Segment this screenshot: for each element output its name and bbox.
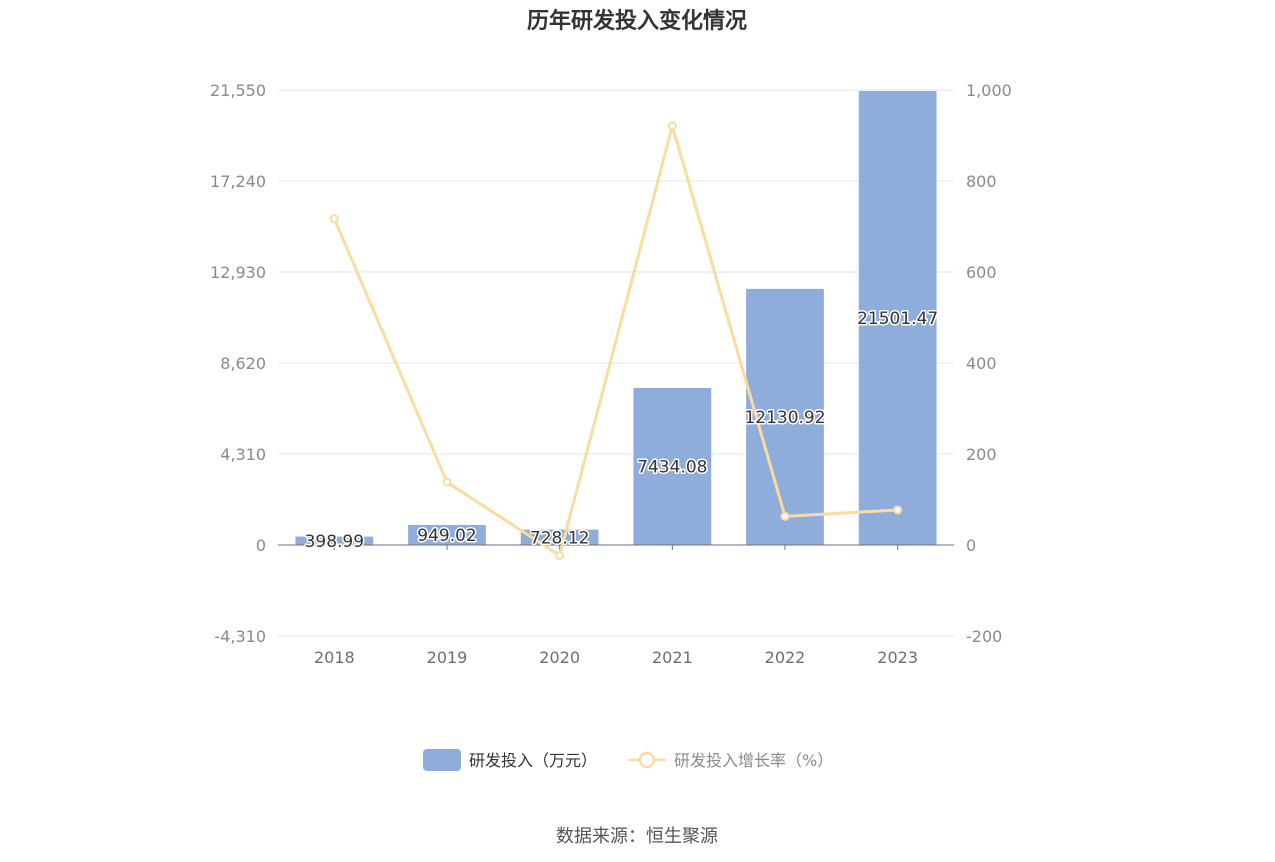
bar-series: [295, 91, 937, 545]
growth-point[interactable]: [780, 511, 790, 521]
growth-line: [332, 124, 898, 557]
growth-point[interactable]: [667, 121, 677, 131]
x-tick-label: 2019: [427, 648, 468, 667]
right-tick-label: 0: [966, 536, 976, 555]
right-tick-label: 200: [966, 445, 997, 464]
right-tick-label: 600: [966, 263, 997, 282]
x-tick-label: 2023: [877, 648, 918, 667]
right-axis-ticks: 1,000 800 600 400 200 0 -200: [966, 81, 1012, 646]
bar[interactable]: [633, 388, 712, 545]
right-tick-label: 800: [966, 172, 997, 191]
legend-line-marker: [638, 751, 656, 769]
x-tick-label: 2020: [539, 648, 580, 667]
x-axis: [278, 544, 954, 550]
left-tick-label: 0: [256, 536, 266, 555]
growth-point[interactable]: [442, 477, 452, 487]
x-tick-label: 2022: [765, 648, 806, 667]
x-tick-label: 2018: [314, 648, 355, 667]
legend-item-bar[interactable]: 研发投入（万元）: [423, 749, 597, 771]
left-tick-label: 12,930: [210, 263, 266, 282]
bar-data-label: 7434.08: [637, 458, 707, 478]
growth-point[interactable]: [555, 550, 565, 560]
legend: 研发投入（万元） 研发投入增长率（%）: [423, 749, 833, 771]
left-axis-ticks: 21,550 17,240 12,930 8,620 4,310 0 -4,310: [210, 81, 266, 646]
growth-point[interactable]: [329, 214, 339, 224]
left-tick-label: -4,310: [214, 627, 266, 646]
bar[interactable]: [295, 536, 374, 545]
data-source: 数据来源：恒生聚源: [556, 826, 718, 847]
left-tick-label: 21,550: [210, 81, 266, 100]
legend-line-label: 研发投入增长率（%）: [674, 751, 833, 770]
left-tick-label: 8,620: [220, 354, 266, 373]
x-tick-label: 2021: [652, 648, 693, 667]
left-tick-label: 4,310: [220, 445, 266, 464]
bar-data-label: 21501.47: [857, 309, 938, 329]
bar-data-labels: 398.99 949.02 728.12 7434.08 12130.92 21501.4…: [303, 308, 940, 554]
bar-data-label: 949.02: [417, 526, 476, 546]
right-tick-label: 1,000: [966, 81, 1012, 100]
bar-data-label: 398.99: [305, 532, 364, 552]
chart-title: 历年研发投入变化情况: [527, 8, 747, 34]
left-tick-label: 17,240: [210, 172, 266, 191]
bar[interactable]: [746, 288, 824, 545]
line-series: [329, 121, 903, 560]
bar-data-label: 728.12: [530, 528, 589, 548]
x-axis-labels: 2018 2019 2020 2021 2022 2023: [314, 648, 918, 667]
right-tick-label: 400: [966, 354, 997, 373]
bar-data-label: 12130.92: [744, 408, 825, 428]
legend-bar-swatch: [423, 749, 461, 771]
growth-point[interactable]: [893, 505, 903, 515]
legend-item-line[interactable]: 研发投入增长率（%）: [628, 751, 833, 770]
bar[interactable]: [408, 524, 486, 545]
gridlines: [278, 89, 954, 637]
legend-bar-label: 研发投入（万元）: [469, 751, 597, 770]
bar[interactable]: [858, 91, 937, 545]
right-tick-label: -200: [966, 627, 1002, 646]
